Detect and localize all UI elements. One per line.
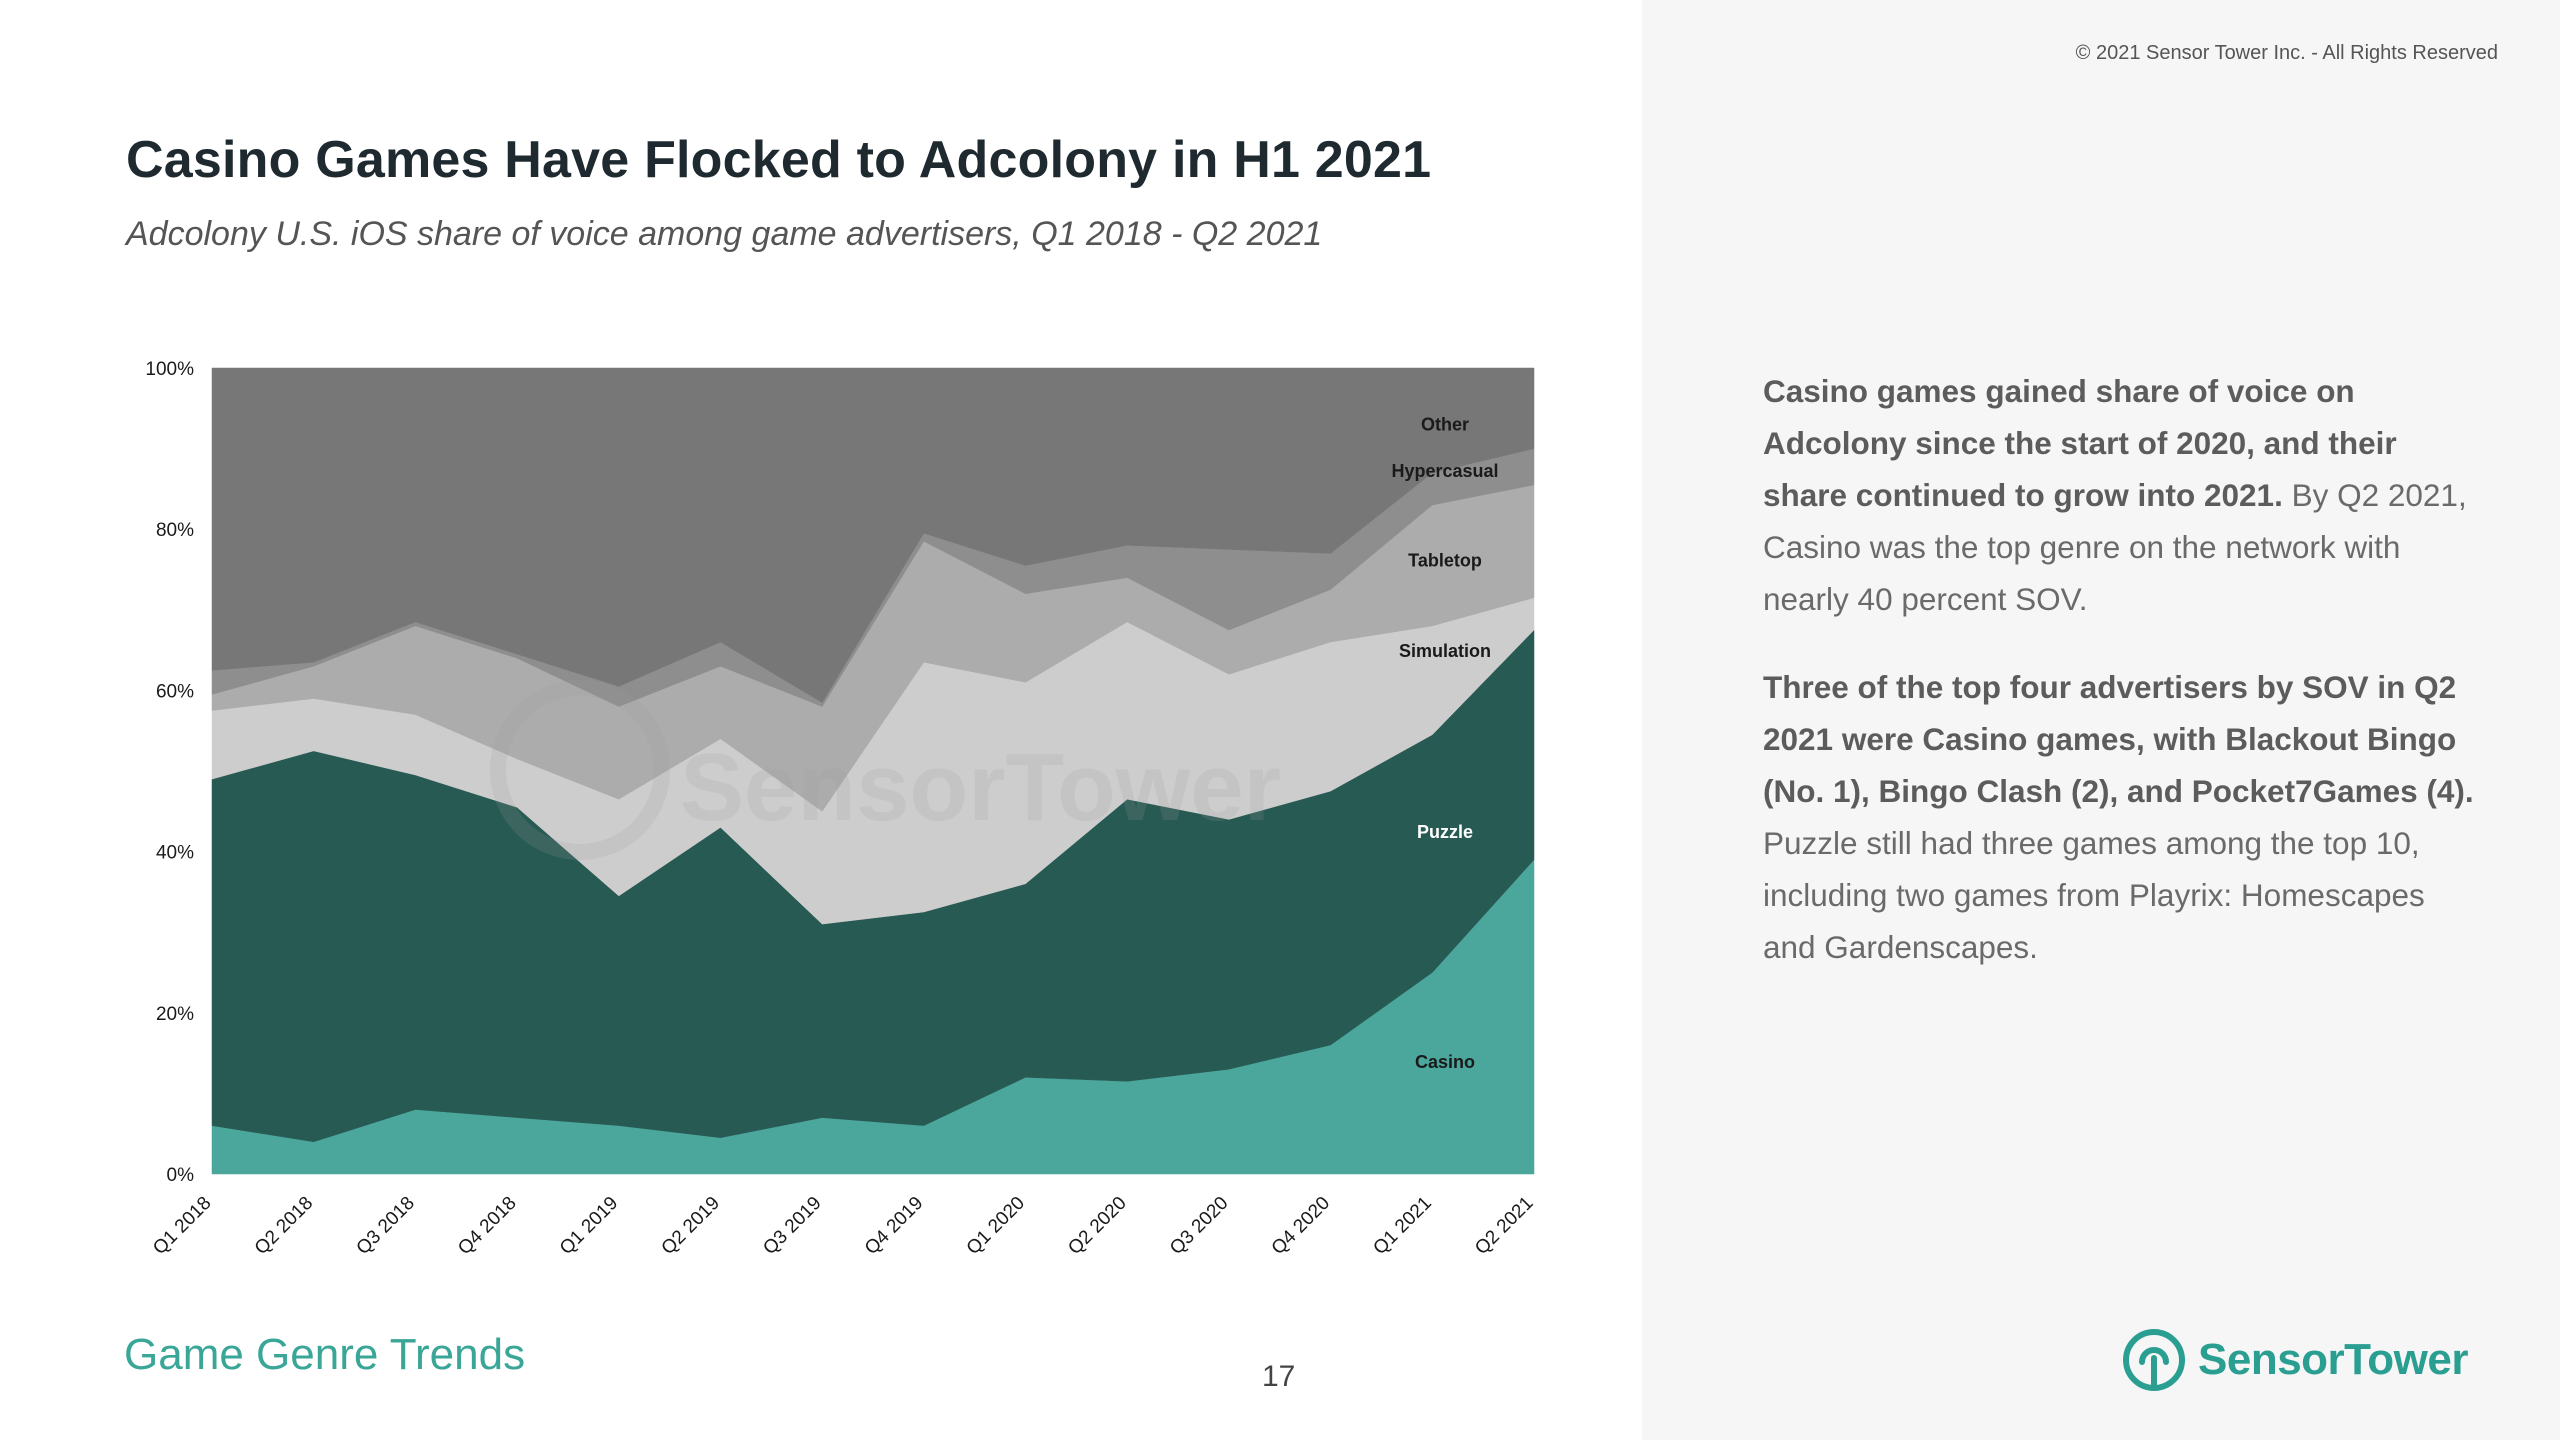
page-subtitle: Adcolony U.S. iOS share of voice among g… — [126, 215, 1323, 253]
commentary-1-highlight: Casino games gained share of voice on Ad… — [1763, 373, 2397, 513]
x-tick-label: Q1 2021 — [1369, 1193, 1435, 1259]
commentary-2-text: Puzzle still had three games among the t… — [1763, 825, 2425, 965]
x-tick-label: Q3 2020 — [1166, 1193, 1232, 1259]
copyright-text: © 2021 Sensor Tower Inc. - All Rights Re… — [2075, 42, 2498, 64]
commentary-paragraph-1: Casino games gained share of voice on Ad… — [1763, 365, 2483, 625]
watermark-text: SensorTower — [680, 734, 1281, 841]
page-title: Casino Games Have Flocked to Adcolony in… — [126, 131, 1432, 189]
x-tick-label: Q1 2019 — [556, 1193, 622, 1259]
logo-text: SensorTower — [2198, 1335, 2468, 1384]
area-other — [211, 367, 1535, 703]
commentary-2-highlight: Three of the top four advertisers by SOV… — [1763, 669, 2474, 809]
sensor-tower-logo: SensorTower — [2122, 1325, 2468, 1395]
x-tick-label: Q1 2018 — [149, 1193, 215, 1259]
stacked-area-chart: SensorTower 0% 20% 40% 60% 80% 100% Q1 2018 Q2 2… — [145, 359, 1537, 1259]
page-number: 17 — [1262, 1360, 1296, 1393]
y-tick-label: 40% — [156, 843, 194, 864]
series-label-puzzle: Puzzle — [1417, 822, 1473, 842]
series-label-casino: Casino — [1415, 1052, 1475, 1072]
y-tick-label: 0% — [167, 1165, 195, 1186]
x-tick-label: Q2 2019 — [658, 1193, 724, 1259]
series-label-tabletop: Tabletop — [1408, 551, 1482, 571]
x-tick-label: Q2 2020 — [1064, 1193, 1130, 1259]
section-title: Game Genre Trends — [124, 1330, 526, 1379]
series-label-hypercasual: Hypercasual — [1391, 461, 1498, 481]
y-tick-label: 100% — [145, 359, 194, 380]
commentary-paragraph-2: Three of the top four advertisers by SOV… — [1763, 661, 2483, 973]
chart-container: SensorTower 0% 20% 40% 60% 80% 100% Q1 2018 Q2 2… — [145, 359, 1537, 1259]
y-tick-label: 60% — [156, 681, 194, 702]
x-tick-label: Q4 2020 — [1268, 1193, 1334, 1259]
x-tick-label: Q4 2019 — [861, 1193, 927, 1259]
watermark-icon — [490, 680, 670, 860]
side-panel — [1642, 0, 2560, 1440]
x-tick-label: Q2 2018 — [251, 1193, 317, 1259]
x-tick-label: Q1 2020 — [963, 1193, 1029, 1259]
x-tick-label: Q2 2021 — [1471, 1193, 1537, 1259]
x-tick-label: Q4 2018 — [454, 1193, 520, 1259]
x-tick-label: Q3 2018 — [353, 1193, 419, 1259]
x-tick-label: Q3 2019 — [759, 1193, 825, 1259]
y-tick-label: 80% — [156, 520, 194, 541]
commentary: Casino games gained share of voice on Ad… — [1763, 365, 2483, 1009]
series-label-simulation: Simulation — [1399, 641, 1491, 661]
y-tick-label: 20% — [156, 1004, 194, 1025]
commentary-1-text: By Q2 2021, Casino was the top genre on … — [1763, 477, 2467, 617]
series-label-other: Other — [1421, 414, 1469, 434]
sensor-tower-logo-icon — [2123, 1329, 2185, 1391]
